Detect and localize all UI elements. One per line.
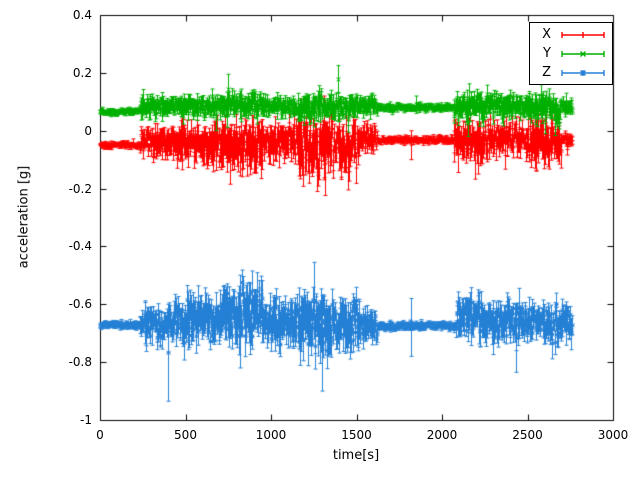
legend-label-z: Z (542, 65, 551, 80)
x-tick-label: 500 (174, 428, 197, 442)
legend: X Y Z (529, 22, 613, 85)
legend-sample-z-icon (560, 66, 606, 80)
x-tick-label: 0 (96, 428, 104, 442)
y-axis-title: acceleration [g] (16, 165, 32, 269)
y-tick-label: -0.6 (68, 297, 92, 312)
x-tick-label: 3000 (597, 428, 629, 442)
legend-entry-x: X (542, 25, 606, 44)
y-tick-label: -0.2 (68, 181, 92, 196)
legend-label-y: Y (543, 46, 551, 61)
legend-label-x: X (542, 27, 551, 42)
y-tick-label: -1 (80, 413, 92, 427)
legend-entry-z: Z (542, 63, 606, 82)
legend-sample-y-icon (560, 47, 606, 61)
y-tick-label: -0.4 (68, 239, 92, 254)
y-tick-label: 0.4 (72, 8, 92, 22)
legend-sample-x-icon (560, 28, 606, 42)
x-tick-label: 2500 (512, 428, 543, 442)
legend-entry-y: Y (542, 44, 606, 63)
x-tick-label: 1500 (341, 428, 372, 442)
y-tick-label: -0.8 (68, 355, 92, 370)
y-tick-label: 0.2 (72, 65, 92, 80)
y-tick-label: 0 (84, 123, 92, 138)
x-tick-label: 1000 (255, 428, 287, 442)
x-axis-title: time[s] (332, 448, 380, 463)
x-tick-label: 2000 (426, 428, 458, 442)
